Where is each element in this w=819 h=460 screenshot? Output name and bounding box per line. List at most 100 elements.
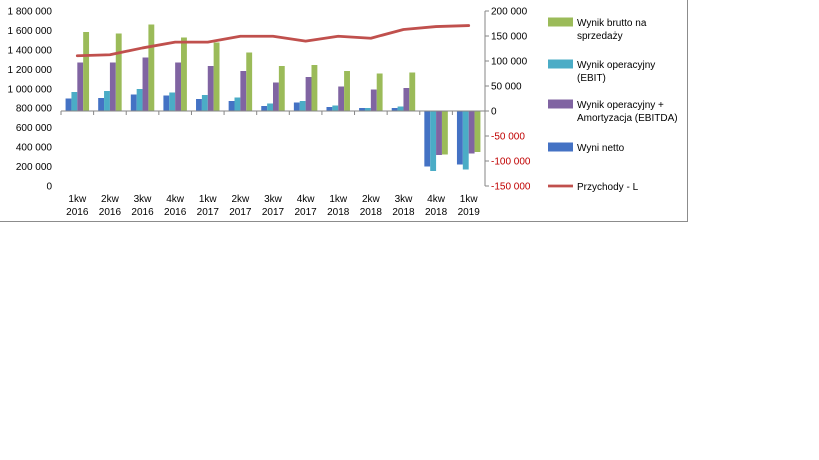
chart-frame: 1 800 000 1 600 000 1 400 000 1 200 000 1 00…	[0, 0, 688, 222]
bar-wyni-netto	[261, 106, 268, 111]
category-label-quarter: 3kw	[395, 194, 414, 205]
category-label-quarter: 3kw	[264, 194, 283, 205]
category-label-quarter: 4kw	[166, 194, 185, 205]
category-label-quarter: 3kw	[134, 194, 153, 205]
bar-wyni-netto	[196, 99, 202, 111]
bar-wynik-operacyjny-ebit-	[462, 111, 469, 170]
bar-wyni-netto	[228, 101, 235, 111]
legend-box-marker	[548, 17, 573, 27]
category-label-year: 2018	[425, 207, 448, 218]
legend-label: Wynik brutto na	[577, 18, 647, 29]
bar-wynik-operacyjny-ebit-	[397, 106, 404, 111]
right-axis-tick-label: -50 000	[491, 132, 525, 143]
category-label-quarter: 4kw	[297, 194, 316, 205]
bar-wyni-netto	[163, 95, 170, 111]
bar-wynik-operacyjny-ebit-	[71, 92, 78, 111]
category-label-year: 2018	[360, 207, 383, 218]
category-label-quarter: 2kw	[101, 194, 120, 205]
category-label-quarter: 1kw	[68, 194, 87, 205]
legend-label: Przychody - L	[577, 182, 639, 193]
bar-wynik-brutto-na-sprzeda-y	[246, 52, 253, 111]
left-axis-tick-label: 1 800 000	[8, 7, 53, 18]
legend-label: Wyni netto	[577, 143, 625, 154]
bar-wyni-netto	[391, 108, 398, 111]
bar-wynik-brutto-na-sprzeda-y	[311, 65, 318, 111]
bar-wyni-netto	[456, 111, 463, 165]
category-label-quarter: 2kw	[231, 194, 250, 205]
legend-box-marker	[548, 99, 573, 109]
legend-label: Amortyzacja (EBITDA)	[577, 113, 678, 124]
right-axis-tick-label: 150 000	[491, 32, 528, 43]
category-label-quarter: 1kw	[460, 194, 479, 205]
right-axis-tick-label: 100 000	[491, 57, 528, 68]
legend-label: Wynik operacyjny +	[577, 100, 664, 111]
bar-wynik-brutto-na-sprzeda-y	[213, 42, 220, 111]
bar-wynik-brutto-na-sprzeda-y	[278, 66, 285, 111]
category-label-quarter: 4kw	[427, 194, 446, 205]
bar-wynik-operacyjny-amortyzacja-ebitda-	[370, 89, 377, 111]
bar-wynik-operacyjny-amortyzacja-ebitda-	[436, 111, 442, 155]
bar-wynik-operacyjny-amortyzacja-ebitda-	[305, 77, 312, 111]
bar-wynik-operacyjny-ebit-	[234, 97, 241, 111]
bar-wynik-operacyjny-ebit-	[430, 111, 437, 171]
legend-box-marker	[548, 59, 573, 69]
bar-wynik-brutto-na-sprzeda-y	[148, 24, 155, 111]
bar-wynik-operacyjny-ebit-	[332, 105, 339, 111]
left-axis-tick-label: 1 000 000	[8, 84, 53, 95]
bar-wyni-netto	[65, 98, 72, 111]
category-label-year: 2017	[229, 207, 252, 218]
category-label-quarter: 1kw	[329, 194, 348, 205]
bar-wynik-operacyjny-ebit-	[299, 101, 306, 111]
bar-wynik-brutto-na-sprzeda-y	[83, 32, 90, 111]
category-label-year: 2016	[164, 207, 187, 218]
bar-wyni-netto	[293, 102, 300, 111]
category-label-quarter: 2kw	[362, 194, 381, 205]
bar-wyni-netto	[130, 94, 137, 111]
category-label-year: 2017	[262, 207, 285, 218]
category-label-year: 2018	[327, 207, 350, 218]
legend-label: Wynik operacyjny	[577, 60, 655, 71]
bar-wyni-netto	[424, 111, 431, 167]
line-przychody-l	[75, 24, 471, 58]
bar-wynik-operacyjny-amortyzacja-ebitda-	[77, 62, 84, 111]
right-axis-tick-label: 50 000	[491, 82, 522, 93]
left-axis-tick-label: 800 000	[16, 104, 53, 115]
category-label-year: 2018	[392, 207, 415, 218]
right-axis-tick-label: -100 000	[491, 157, 531, 168]
bar-wynik-brutto-na-sprzeda-y	[115, 33, 122, 111]
bar-wynik-brutto-na-sprzeda-y	[181, 37, 187, 111]
left-axis-tick-label: 0	[46, 182, 52, 193]
bar-wynik-operacyjny-amortyzacja-ebitda-	[207, 66, 214, 111]
bar-wynik-operacyjny-ebit-	[267, 103, 273, 111]
bar-wyni-netto	[359, 108, 365, 111]
legend-label: sprzedaży	[577, 31, 623, 42]
right-axis-tick-label: 0	[491, 107, 497, 118]
bar-wynik-operacyjny-amortyzacja-ebitda-	[240, 71, 247, 111]
category-label-year: 2016	[131, 207, 154, 218]
left-axis-tick-label: 200 000	[16, 162, 53, 173]
bar-wynik-brutto-na-sprzeda-y	[441, 111, 448, 155]
right-axis-tick-label: -150 000	[491, 182, 531, 193]
category-label-quarter: 1kw	[199, 194, 218, 205]
bar-wyni-netto	[326, 107, 333, 111]
legend-box-marker	[548, 142, 573, 152]
bar-wynik-brutto-na-sprzeda-y	[409, 72, 416, 111]
category-label-year: 2016	[99, 207, 122, 218]
bar-wynik-operacyjny-ebit-	[364, 108, 371, 111]
bar-wynik-operacyjny-ebit-	[169, 92, 176, 111]
bar-wynik-operacyjny-amortyzacja-ebitda-	[338, 86, 345, 111]
bar-wynik-brutto-na-sprzeda-y	[344, 71, 350, 111]
combo-chart: 1 800 000 1 600 000 1 400 000 1 200 000 1 00…	[8, 7, 678, 219]
bar-wynik-operacyjny-amortyzacja-ebitda-	[403, 88, 410, 111]
left-axis-tick-label: 1 600 000	[8, 26, 53, 37]
bar-wynik-operacyjny-amortyzacja-ebitda-	[468, 111, 475, 154]
left-axis-tick-label: 1 200 000	[8, 65, 53, 76]
left-axis-tick-label: 600 000	[16, 123, 53, 134]
category-label-year: 2019	[458, 207, 481, 218]
category-label-year: 2016	[66, 207, 89, 218]
bar-wyni-netto	[98, 98, 105, 111]
bar-wynik-operacyjny-amortyzacja-ebitda-	[142, 57, 149, 111]
bar-wynik-operacyjny-ebit-	[136, 89, 143, 111]
left-axis-tick-label: 400 000	[16, 143, 53, 154]
bar-wynik-operacyjny-amortyzacja-ebitda-	[273, 82, 279, 111]
